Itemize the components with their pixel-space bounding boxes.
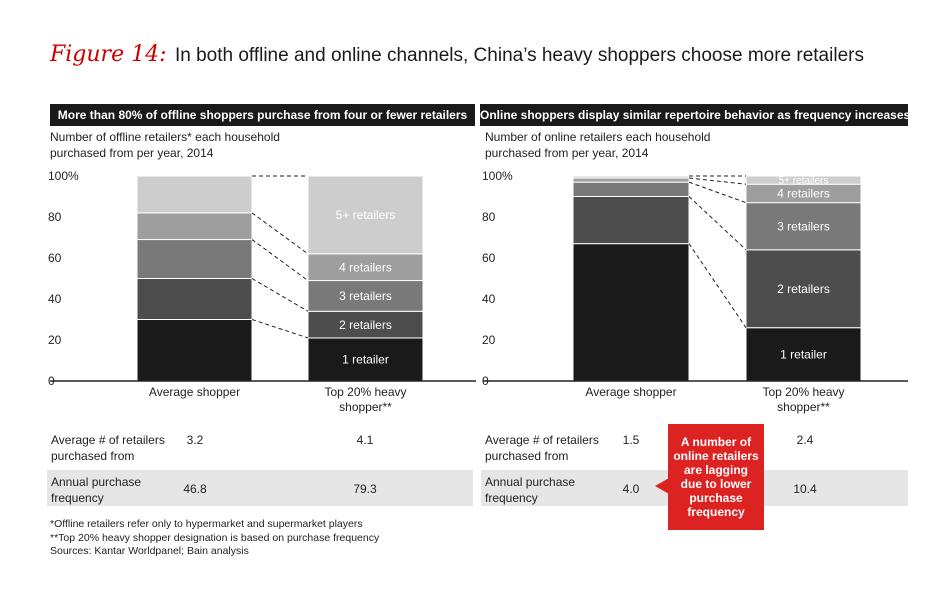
left-connector-line bbox=[251, 278, 309, 312]
right-panel-subtitle: Number of online retailers each househol… bbox=[485, 129, 710, 161]
figure-headline: In both offline and online channels, Chi… bbox=[174, 45, 864, 66]
right-panel-header: Online shoppers display similar repertoi… bbox=[480, 104, 908, 126]
left-bar-1-segment bbox=[136, 319, 253, 382]
right-bar-1-segment bbox=[572, 177, 690, 183]
right-bar-2-segment bbox=[745, 327, 862, 382]
left-bar-2-segment bbox=[307, 253, 424, 282]
right-ytick-label: 100% bbox=[482, 169, 513, 183]
right-retailers-top: 2.4 bbox=[796, 433, 814, 447]
left-category-label: Top 20% heavy bbox=[324, 385, 406, 399]
left-bar-2-segment bbox=[307, 175, 424, 255]
right-retailers-row: Average # of retailers purchased from 1.… bbox=[481, 428, 908, 468]
left-retailers-label-line1: Average # of retailers bbox=[51, 433, 165, 447]
left-connector-line bbox=[251, 319, 309, 339]
right-ytick-label: 20 bbox=[482, 333, 496, 347]
footnotes: *Offline retailers refer only to hyperma… bbox=[50, 518, 379, 559]
left-category-label: Average shopper bbox=[149, 385, 240, 399]
left-bar-2-segment bbox=[307, 310, 424, 339]
right-connector-line bbox=[688, 243, 747, 328]
left-ytick-label: 80 bbox=[48, 210, 62, 224]
footnote-1: *Offline retailers refer only to hyperma… bbox=[50, 518, 363, 530]
left-ytick-label: 100% bbox=[48, 169, 79, 183]
right-bar-2-segment bbox=[745, 202, 862, 251]
left-connector-line bbox=[251, 212, 309, 255]
left-segment-label: 3 retailers bbox=[339, 289, 392, 303]
footnote-sources: Sources: Kantar Worldpanel; Bain analysi… bbox=[50, 545, 249, 557]
right-retailers-label-line1: Average # of retailers bbox=[485, 433, 599, 447]
left-connector-line bbox=[251, 239, 309, 281]
left-segment-label: 1 retailer bbox=[342, 353, 389, 367]
figure-title: Figure 14: In both offline and online ch… bbox=[50, 42, 864, 67]
left-category-label: shopper** bbox=[339, 400, 392, 414]
left-subtitle-line2: purchased from per year, 2014 bbox=[50, 146, 214, 160]
right-frequency-label-line1: Annual purchase bbox=[485, 475, 576, 489]
right-subtitle-line2: purchased from per year, 2014 bbox=[485, 146, 649, 160]
right-segment-label: 4 retailers bbox=[777, 187, 830, 201]
left-panel-header: More than 80% of offline shoppers purcha… bbox=[50, 104, 475, 126]
left-panel-subtitle: Number of offline retailers* each househ… bbox=[50, 129, 280, 161]
right-bar-1-segment bbox=[572, 196, 690, 245]
callout-box: A number of online retailers are lagging… bbox=[668, 424, 764, 530]
right-bar-2-segment bbox=[745, 175, 862, 185]
left-frequency-avg: 46.8 bbox=[183, 482, 207, 496]
right-retailers-label: Average # of retailers purchased from bbox=[485, 432, 599, 464]
right-retailers-label-line2: purchased from bbox=[485, 449, 569, 463]
left-frequency-row: Annual purchase frequency 46.8 79.3 bbox=[47, 470, 473, 506]
right-retailers-avg: 1.5 bbox=[622, 433, 640, 447]
left-retailers-label: Average # of retailers purchased from bbox=[51, 432, 165, 464]
right-category-label: Average shopper bbox=[585, 385, 676, 399]
left-retailers-row: Average # of retailers purchased from 3.… bbox=[47, 428, 473, 468]
left-segment-label: 2 retailers bbox=[339, 318, 392, 332]
left-subtitle-line1: Number of offline retailers* each househ… bbox=[50, 130, 280, 144]
left-bar-1-segment bbox=[136, 239, 253, 280]
left-bar-1-segment bbox=[136, 212, 253, 241]
right-ytick-label: 80 bbox=[482, 210, 496, 224]
figure-label: Figure 14: bbox=[50, 42, 167, 67]
right-ytick-label: 40 bbox=[482, 292, 496, 306]
callout-pointer bbox=[655, 478, 669, 494]
left-bar-1-segment bbox=[136, 175, 253, 214]
right-bar-1-segment bbox=[572, 175, 690, 179]
left-retailers-avg: 3.2 bbox=[186, 433, 204, 447]
left-retailers-top: 4.1 bbox=[356, 433, 374, 447]
right-frequency-avg: 4.0 bbox=[622, 482, 640, 496]
right-segment-label: 1 retailer bbox=[780, 348, 827, 362]
right-bar-1-segment bbox=[572, 243, 690, 382]
left-retailers-label-line2: purchased from bbox=[51, 449, 135, 463]
left-segment-label: 5+ retailers bbox=[336, 208, 396, 222]
right-frequency-label-line2: frequency bbox=[485, 491, 538, 505]
right-subtitle-line1: Number of online retailers each househol… bbox=[485, 130, 711, 144]
left-frequency-label-line2: frequency bbox=[51, 491, 104, 505]
right-frequency-top: 10.4 bbox=[793, 482, 817, 496]
callout-text: A number of online retailers are lagging… bbox=[673, 435, 759, 519]
left-ytick-label: 40 bbox=[48, 292, 62, 306]
right-category-label: Top 20% heavy bbox=[762, 385, 844, 399]
right-ytick-label: 60 bbox=[482, 251, 496, 265]
footnote-2: **Top 20% heavy shopper designation is b… bbox=[50, 531, 380, 544]
left-frequency-top: 79.3 bbox=[353, 482, 377, 496]
left-ytick-label: 60 bbox=[48, 251, 62, 265]
right-connector-line bbox=[688, 177, 747, 185]
left-segment-label: 4 retailers bbox=[339, 260, 392, 274]
right-segment-label: 5+ retailers bbox=[779, 176, 829, 187]
right-frequency-label: Annual purchase frequency bbox=[485, 474, 575, 506]
left-ytick-label: 20 bbox=[48, 333, 62, 347]
right-connector-line bbox=[688, 196, 747, 251]
left-bar-2-segment bbox=[307, 337, 424, 382]
right-connector-line bbox=[688, 181, 747, 204]
right-segment-label: 2 retailers bbox=[777, 282, 830, 296]
left-frequency-label: Annual purchase frequency bbox=[51, 474, 141, 506]
right-segment-label: 3 retailers bbox=[777, 219, 830, 233]
right-category-label: shopper** bbox=[777, 400, 830, 414]
left-bar-2-segment bbox=[307, 280, 424, 312]
left-frequency-label-line1: Annual purchase bbox=[51, 475, 142, 489]
left-bar-1-segment bbox=[136, 278, 253, 320]
right-bar-1-segment bbox=[572, 181, 690, 197]
right-bar-2-segment bbox=[745, 249, 862, 329]
